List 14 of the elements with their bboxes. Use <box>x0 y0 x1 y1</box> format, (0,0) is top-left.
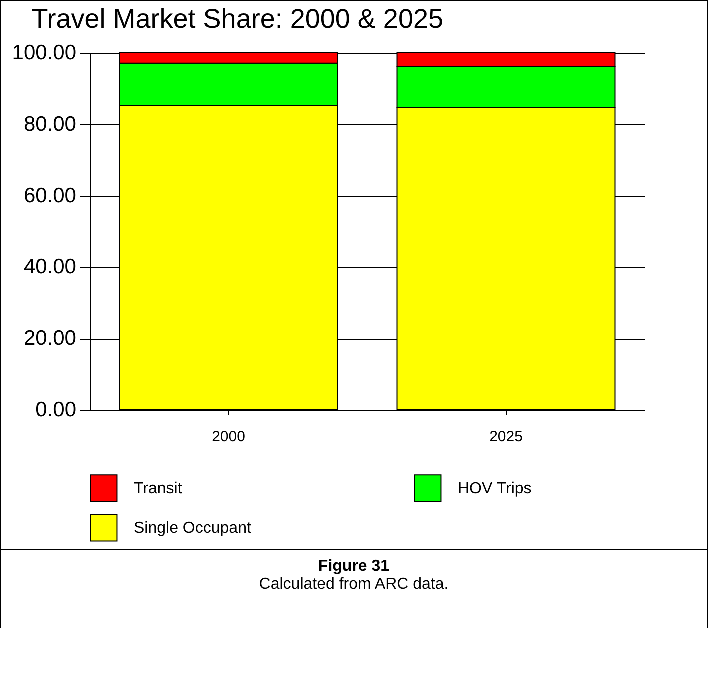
x-tick-label: 2025 <box>490 428 523 446</box>
y-tick-label: 60.00 <box>24 184 76 208</box>
chart-title: Travel Market Share: 2000 & 2025 <box>32 4 444 34</box>
legend-label: Single Occupant <box>134 520 252 537</box>
caption: Figure 31 <box>317 558 391 576</box>
y-tick-label: 20.00 <box>24 327 76 350</box>
legend-label: Transit <box>134 480 183 498</box>
y-tick-label: 80.00 <box>24 112 76 136</box>
y-tick-label: 0.00 <box>36 398 76 422</box>
y-tick-label: 100.00 <box>12 42 76 64</box>
text: Calculated from ARC data. <box>258 576 450 594</box>
legend-label: HOV Trips <box>458 480 532 498</box>
y-tick-label: 40.00 <box>24 256 76 279</box>
x-tick-label: 2000 <box>212 428 246 446</box>
